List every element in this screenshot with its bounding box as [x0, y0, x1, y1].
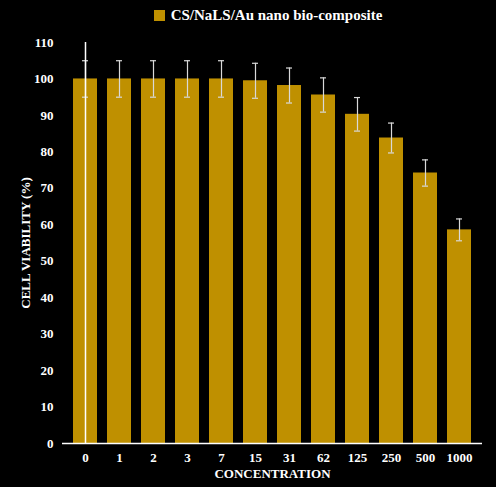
- svg-text:62: 62: [317, 450, 330, 465]
- svg-text:1000: 1000: [447, 450, 473, 465]
- svg-text:70: 70: [41, 180, 54, 195]
- svg-text:CONCENTRATION: CONCENTRATION: [214, 466, 331, 481]
- svg-text:20: 20: [41, 363, 54, 378]
- svg-text:1: 1: [116, 450, 123, 465]
- svg-text:31: 31: [283, 450, 296, 465]
- svg-text:60: 60: [41, 217, 54, 232]
- svg-text:125: 125: [348, 450, 368, 465]
- svg-text:3: 3: [184, 450, 191, 465]
- svg-text:10: 10: [41, 399, 54, 414]
- svg-text:0: 0: [47, 436, 54, 451]
- svg-text:30: 30: [41, 326, 54, 341]
- svg-text:50: 50: [41, 253, 54, 268]
- svg-text:40: 40: [41, 290, 54, 305]
- svg-text:CELL VIABILITY (%): CELL VIABILITY (%): [18, 177, 33, 308]
- svg-text:110: 110: [35, 35, 54, 50]
- svg-text:100: 100: [34, 71, 54, 86]
- svg-text:80: 80: [41, 144, 54, 159]
- svg-text:15: 15: [249, 450, 263, 465]
- html-text:CS/NaLS/Au nano bio-composite: CS/NaLS/Au nano bio-composite: [170, 6, 383, 23]
- svg-text:0: 0: [82, 450, 89, 465]
- svg-text:250: 250: [382, 450, 402, 465]
- svg-text:500: 500: [416, 450, 436, 465]
- svg-text:90: 90: [41, 108, 54, 123]
- svg-text:7: 7: [218, 450, 225, 465]
- svg-text:2: 2: [150, 450, 157, 465]
